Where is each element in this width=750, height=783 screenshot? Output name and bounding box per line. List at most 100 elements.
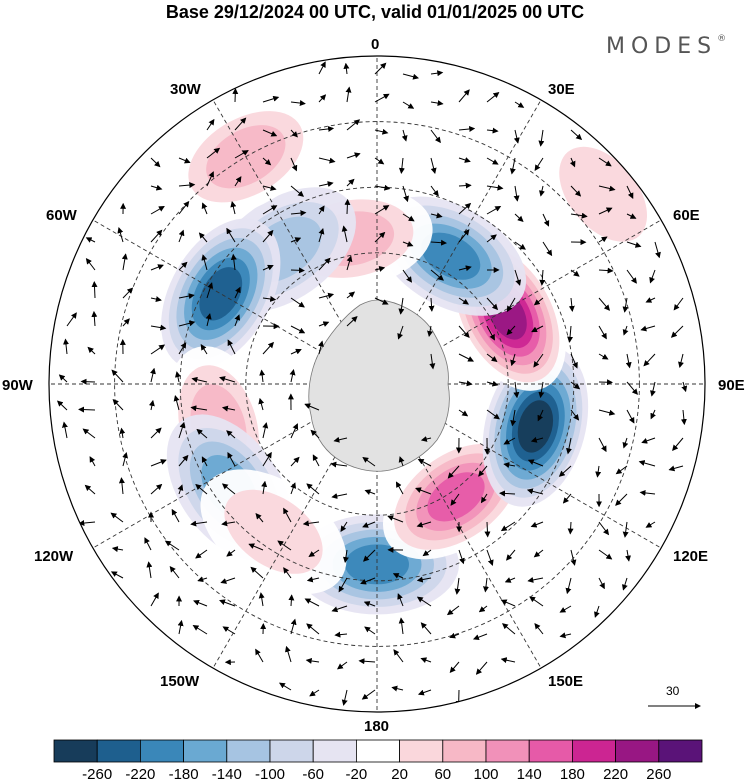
- wind-arrow: [85, 258, 96, 271]
- wind-arrow: [318, 157, 336, 164]
- wind-arrow: [570, 129, 583, 141]
- wind-arrow: [598, 236, 608, 243]
- wind-arrow: [150, 427, 162, 439]
- wind-arrow: [248, 543, 264, 551]
- wind-arrow: [150, 157, 161, 168]
- wind-arrow: [500, 657, 516, 664]
- wind-arrow: [111, 369, 124, 383]
- wind-arrow: [570, 185, 582, 197]
- wind-arrow: [402, 101, 415, 109]
- colorbar-tick-label: 60: [434, 766, 452, 783]
- colorbar-tick-label: -100: [254, 766, 286, 783]
- wind-arrow: [150, 206, 165, 215]
- wind-arrow: [362, 521, 376, 528]
- wind-arrow: [486, 549, 494, 566]
- wind-arrow: [472, 633, 488, 641]
- wind-arrow: [458, 126, 476, 132]
- wind-arrow: [226, 549, 236, 557]
- wind-arrow: [169, 566, 180, 579]
- wind-arrow: [190, 405, 208, 412]
- colorbar-swatch: [615, 739, 660, 763]
- wind-arrow: [61, 421, 68, 439]
- wind-arrow: [478, 605, 488, 613]
- wind-arrow: [500, 599, 516, 607]
- wind-arrow: [78, 406, 96, 413]
- wind-arrow: [178, 200, 190, 215]
- map-border: [48, 55, 706, 713]
- wind-arrow: [598, 267, 614, 274]
- wind-arrow: [513, 129, 520, 144]
- wind-arrow: [219, 599, 236, 607]
- antarctica-landmass: [308, 299, 450, 472]
- wind-arrow: [200, 343, 208, 355]
- wind-arrow: [446, 605, 460, 616]
- wind-arrow: [595, 465, 602, 478]
- wind-arrow: [58, 374, 68, 383]
- wind-arrow: [615, 493, 628, 506]
- wind-arrow: [598, 157, 612, 167]
- wind-arrow: [56, 400, 68, 411]
- wind-arrow: [622, 297, 629, 313]
- wind-arrow: [190, 520, 208, 527]
- wind-arrow: [193, 599, 208, 607]
- wind-arrow: [346, 152, 361, 159]
- wind-arrow: [670, 325, 684, 338]
- wind-arrow: [262, 295, 277, 302]
- wind-arrow: [318, 125, 335, 132]
- anomaly-cell: [161, 218, 281, 370]
- wind-arrow: [458, 157, 471, 163]
- wind-arrow: [430, 100, 444, 107]
- wind-arrow: [226, 227, 236, 243]
- wind-arrow: [621, 577, 628, 591]
- wind-arrow: [641, 437, 656, 444]
- wind-arrow: [374, 184, 391, 191]
- wind-arrow: [358, 658, 376, 665]
- wind-arrow: [230, 253, 237, 271]
- wind-arrow: [486, 234, 497, 243]
- wind-arrow: [312, 454, 320, 467]
- wind-arrow: [422, 549, 432, 557]
- anomaly-cell: [482, 346, 589, 507]
- wind-arrow: [63, 338, 69, 355]
- wind-arrow: [415, 487, 432, 495]
- wind-arrow: [598, 185, 616, 192]
- wind-arrow: [201, 456, 208, 467]
- wind-arrow: [387, 515, 404, 523]
- wind-arrow: [342, 549, 349, 564]
- wind-arrow: [306, 483, 320, 495]
- wind-arrow: [506, 297, 516, 313]
- colorbar: [53, 739, 703, 763]
- wind-arrow: [569, 157, 576, 168]
- wind-arrow: [513, 185, 520, 202]
- wind-arrow: [110, 571, 124, 579]
- wind-arrow: [195, 549, 208, 559]
- wind-arrow: [598, 325, 607, 340]
- wind-arrow: [304, 403, 320, 411]
- wind-arrow: [509, 157, 516, 175]
- wind-arrow: [178, 342, 187, 355]
- wind-arrow: [82, 428, 96, 439]
- wind-arrow: [430, 129, 441, 144]
- lon-label-120e: 120E: [673, 548, 709, 565]
- wind-arrow: [430, 239, 448, 246]
- wind-arrow: [318, 321, 330, 327]
- lon-label-90w: 90W: [2, 377, 33, 394]
- wind-arrow: [234, 117, 247, 131]
- wind-arrow: [230, 201, 237, 215]
- wind-arrow: [486, 205, 502, 215]
- colorbar-swatch: [572, 739, 617, 763]
- wind-arrow: [171, 508, 180, 523]
- wind-arrow: [449, 661, 460, 674]
- wind-arrow: [486, 127, 499, 134]
- wind-arrow: [146, 561, 153, 579]
- wind-arrow: [277, 540, 292, 551]
- wind-arrow: [262, 229, 274, 243]
- wind-arrow: [430, 212, 443, 219]
- wind-arrow: [306, 576, 320, 583]
- wind-arrow: [111, 546, 124, 553]
- wind-arrow: [681, 381, 688, 393]
- wind-arrow: [279, 682, 292, 691]
- colorbar-tick-label: 140: [516, 766, 542, 783]
- wind-arrow: [374, 266, 386, 272]
- wind-vectors: [56, 61, 688, 707]
